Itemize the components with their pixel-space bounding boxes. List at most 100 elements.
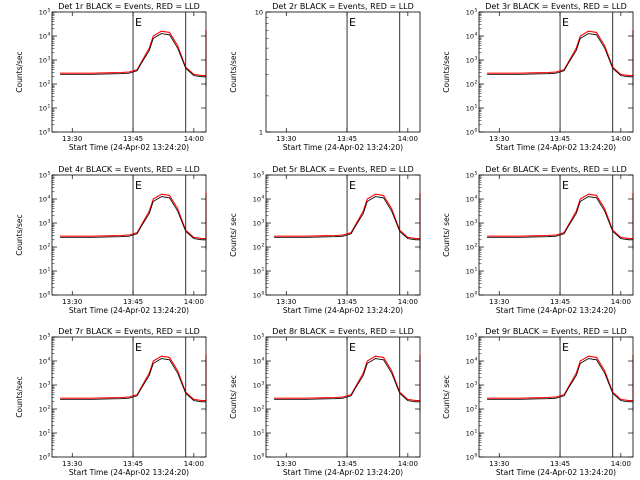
- y-tick-exponent: 2: [262, 405, 265, 411]
- event-marker-label: E: [349, 341, 356, 354]
- y-tick-exponent: 2: [262, 243, 265, 249]
- y-tick-label: 10: [39, 9, 47, 17]
- y-tick-label: 10: [39, 57, 47, 65]
- x-tick-label: 14:00: [611, 460, 631, 468]
- x-tick-label: 14:00: [398, 135, 418, 143]
- panel-title: Det 1r BLACK = Events, RED = LLD: [58, 2, 200, 11]
- y-tick-exponent: 2: [475, 405, 478, 411]
- y-tick-label: 10: [466, 358, 474, 366]
- y-tick-label: 10: [39, 196, 47, 204]
- y-tick-exponent: 5: [262, 171, 265, 177]
- y-tick-exponent: 4: [48, 195, 51, 201]
- y-tick-label: 10: [39, 220, 47, 228]
- panel-title: Det 2r BLACK = Events, RED = LLD: [272, 2, 414, 11]
- event-marker-label: E: [562, 179, 569, 192]
- y-tick-label: 10: [466, 196, 474, 204]
- y-tick-exponent: 3: [262, 219, 265, 225]
- y-axis-label: Counts/ sec: [442, 213, 451, 257]
- y-tick-exponent: 1: [475, 267, 478, 273]
- x-tick-label: 13:30: [276, 298, 296, 306]
- x-axis-label: Start Time (24-Apr-02 13:24:20): [496, 143, 616, 152]
- x-tick-label: 13:45: [123, 298, 143, 306]
- series-events-line: [274, 355, 421, 412]
- panel-4: Det 4r BLACK = Events, RED = LLD 13:30 13:…: [15, 165, 207, 315]
- y-axis-label: Counts/ sec: [442, 375, 451, 419]
- y-tick-exponent: 2: [48, 80, 51, 86]
- x-tick-label: 13:45: [337, 460, 357, 468]
- event-marker-label: E: [135, 341, 142, 354]
- y-tick-exponent: 1: [475, 429, 478, 435]
- y-tick-label: 10: [39, 334, 47, 342]
- y-tick-exponent: 3: [48, 56, 51, 62]
- series-events-line: [60, 30, 207, 87]
- x-axis-label: Start Time (24-Apr-02 13:24:20): [496, 306, 616, 315]
- y-tick-exponent: 1: [475, 104, 478, 110]
- x-tick-label: 14:00: [398, 460, 418, 468]
- y-tick-label: 10: [253, 172, 261, 180]
- y-tick-label: 10: [466, 172, 474, 180]
- panel-title: Det 6r BLACK = Events, RED = LLD: [485, 165, 627, 174]
- y-tick-label: 10: [466, 406, 474, 414]
- y-tick-exponent: 4: [475, 357, 478, 363]
- series-events-line: [274, 193, 421, 250]
- panel-9: Det 9r BLACK = Events, RED = LLD 13:30 13:…: [442, 327, 634, 477]
- y-tick-exponent: 1: [262, 429, 265, 435]
- axes-frame: [265, 11, 421, 133]
- y-tick-label: 10: [39, 244, 47, 252]
- y-tick-exponent: 1: [48, 267, 51, 273]
- y-axis-label: Counts/sec: [229, 51, 238, 92]
- y-tick-exponent: 4: [262, 357, 265, 363]
- y-tick-label: 10: [39, 406, 47, 414]
- series-events-line: [487, 355, 634, 412]
- event-marker-label: E: [135, 179, 142, 192]
- y-tick-label: 10: [253, 220, 261, 228]
- panel-title: Det 8r BLACK = Events, RED = LLD: [272, 327, 414, 336]
- series-events-line: [60, 355, 207, 412]
- series-events-line: [60, 193, 207, 250]
- y-tick-label: 10: [466, 9, 474, 17]
- y-tick-label: 10: [253, 358, 261, 366]
- y-tick-exponent: 0: [262, 291, 265, 297]
- y-tick-label: 10: [466, 105, 474, 113]
- x-axis-label: Start Time (24-Apr-02 13:24:20): [283, 306, 403, 315]
- x-tick-label: 14:00: [184, 135, 204, 143]
- x-tick-label: 13:30: [489, 135, 509, 143]
- y-tick-exponent: 0: [262, 453, 265, 459]
- x-tick-label: 13:30: [489, 298, 509, 306]
- y-tick-label: 10: [253, 268, 261, 276]
- x-tick-label: 13:45: [337, 298, 357, 306]
- x-axis-label: Start Time (24-Apr-02 13:24:20): [496, 468, 616, 477]
- y-tick-label: 10: [466, 268, 474, 276]
- y-tick-exponent: 5: [475, 8, 478, 14]
- y-tick-label: 10: [466, 33, 474, 41]
- y-axis-label: Counts/sec: [15, 376, 24, 417]
- y-tick-exponent: 4: [475, 32, 478, 38]
- event-marker-label: E: [135, 16, 142, 29]
- y-tick-exponent: 4: [262, 195, 265, 201]
- y-tick-label: 10: [39, 81, 47, 89]
- panel-title: Det 5r BLACK = Events, RED = LLD: [272, 165, 414, 174]
- x-tick-label: 13:30: [489, 460, 509, 468]
- x-tick-label: 14:00: [184, 460, 204, 468]
- y-tick-label: 10: [466, 382, 474, 390]
- y-tick-exponent: 2: [48, 243, 51, 249]
- y-tick-exponent: 3: [48, 219, 51, 225]
- y-axis-label: Counts/sec: [15, 51, 24, 92]
- x-axis-label: Start Time (24-Apr-02 13:24:20): [69, 468, 189, 477]
- y-tick-exponent: 5: [262, 333, 265, 339]
- y-tick-label: 10: [255, 9, 263, 17]
- y-axis-label: Counts/ sec: [229, 213, 238, 257]
- x-tick-label: 13:30: [62, 135, 82, 143]
- y-tick-exponent: 1: [48, 429, 51, 435]
- y-tick-label: 10: [253, 334, 261, 342]
- y-tick-label: 10: [253, 454, 261, 462]
- y-tick-exponent: 0: [475, 453, 478, 459]
- y-tick-label: 10: [466, 334, 474, 342]
- y-tick-exponent: 3: [48, 381, 51, 387]
- x-tick-label: 13:45: [337, 135, 357, 143]
- x-tick-label: 14:00: [398, 298, 418, 306]
- y-tick-label: 10: [253, 196, 261, 204]
- panel-title: Det 9r BLACK = Events, RED = LLD: [485, 327, 627, 336]
- y-axis-label: Counts/sec: [442, 51, 451, 92]
